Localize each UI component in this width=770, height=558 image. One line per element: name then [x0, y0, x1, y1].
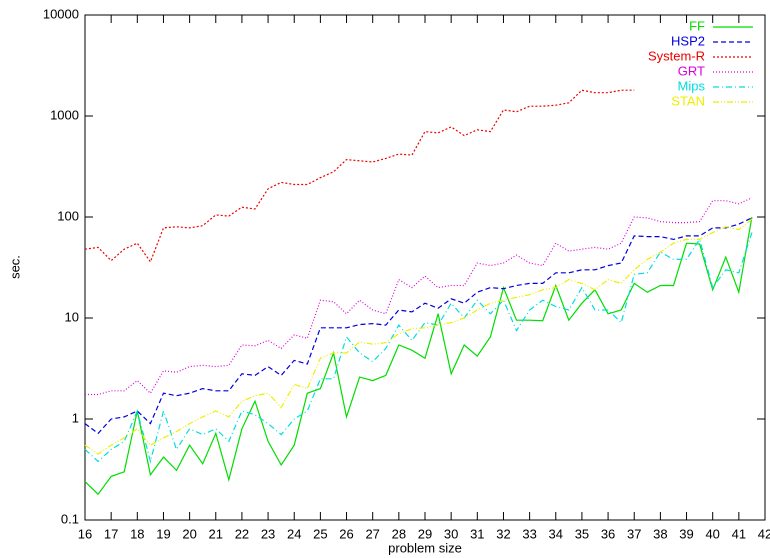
legend-label: HSP2: [671, 33, 705, 48]
series-line: [84, 217, 753, 435]
series-line: [84, 216, 753, 496]
x-tick-label: 37: [627, 526, 641, 541]
y-tick-label: 1: [72, 410, 79, 425]
y-tick-label: 1000: [50, 107, 79, 122]
y-tick-label: 10000: [43, 6, 79, 21]
x-tick-label: 35: [575, 526, 589, 541]
legend-label: GRT: [678, 63, 705, 78]
x-tick-label: 36: [601, 526, 615, 541]
plot-frame: [84, 14, 766, 521]
legend-label: STAN: [671, 93, 705, 108]
series-line: [84, 89, 635, 264]
y-tick-label: 0.1: [61, 511, 79, 526]
x-tick-label: 28: [392, 526, 406, 541]
series-line: [85, 197, 753, 396]
x-tick-label: 40: [705, 526, 719, 541]
x-tick-label: 21: [209, 526, 223, 541]
legend-label: System-R: [648, 48, 705, 63]
x-tick-label: 17: [104, 526, 118, 541]
x-tick-label: 24: [287, 526, 301, 541]
x-tick-label: 23: [261, 526, 275, 541]
x-tick-label: 33: [522, 526, 536, 541]
y-tick-label: 100: [57, 208, 79, 223]
x-tick-label: 32: [496, 526, 510, 541]
x-tick-label: 27: [365, 526, 379, 541]
x-tick-label: 19: [156, 526, 170, 541]
x-tick-label: 30: [444, 526, 458, 541]
x-tick-label: 25: [313, 526, 327, 541]
series-line: [84, 218, 753, 455]
x-tick-label: 29: [418, 526, 432, 541]
x-tick-label: 26: [339, 526, 353, 541]
legend-label: FF: [689, 18, 705, 33]
x-tick-label: 20: [182, 526, 196, 541]
x-tick-label: 18: [130, 526, 144, 541]
series-line: [84, 232, 753, 464]
legend-label: Mips: [678, 78, 706, 93]
x-tick-label: 41: [732, 526, 746, 541]
x-tick-label: 22: [235, 526, 249, 541]
x-tick-label: 38: [653, 526, 667, 541]
x-tick-label: 39: [679, 526, 693, 541]
x-tick-label: 42: [758, 526, 770, 541]
x-tick-label: 34: [549, 526, 563, 541]
x-axis-label: problem size: [388, 540, 462, 555]
x-tick-label: 31: [470, 526, 484, 541]
x-tick-label: 16: [78, 526, 92, 541]
y-tick-label: 10: [65, 309, 79, 324]
y-axis-label: sec.: [7, 255, 22, 279]
